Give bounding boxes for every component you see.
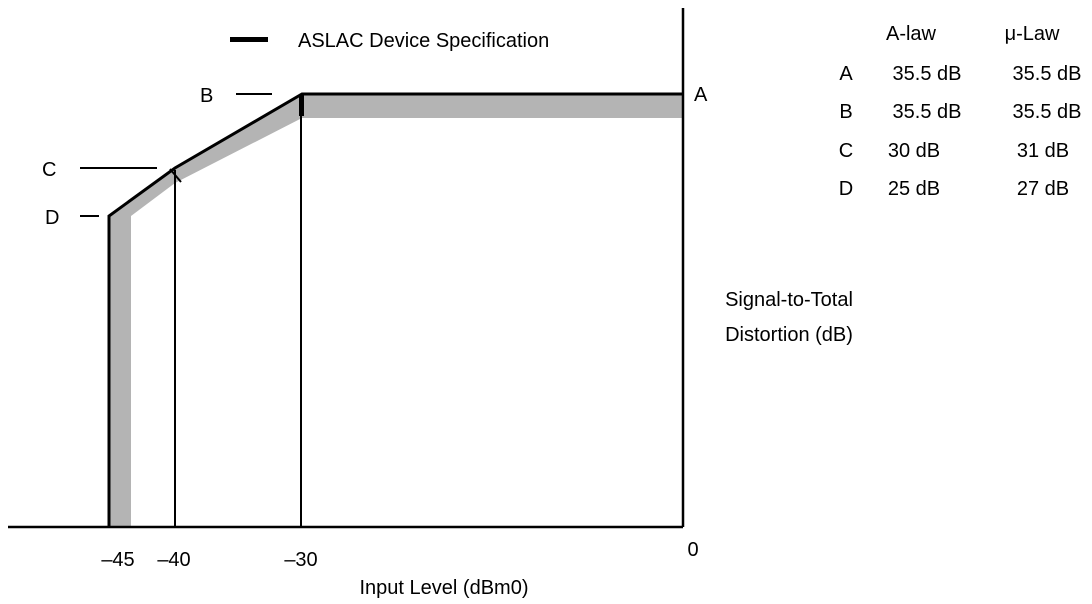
spec-band xyxy=(109,216,131,527)
table-row-label: C xyxy=(839,140,853,162)
table-cell: 35.5 dB xyxy=(893,101,962,123)
point-label-c: C xyxy=(42,159,56,181)
point-label-a: A xyxy=(694,84,708,106)
x-tick-label: –45 xyxy=(101,549,134,571)
x-tick-label: –40 xyxy=(157,549,190,571)
spec-band-slope xyxy=(109,94,302,216)
x-axis-title: Input Level (dBm0) xyxy=(360,577,529,599)
spec-table: A-law μ-Law A 35.5 dB 35.5 dB B 35.5 dB … xyxy=(839,23,1082,200)
point-label-b: B xyxy=(200,85,213,107)
table-cell: 25 dB xyxy=(888,178,940,200)
legend-swatch xyxy=(230,37,268,42)
x-tick-label: 0 xyxy=(687,539,698,561)
legend: ASLAC Device Specification xyxy=(230,30,549,52)
table-cell: 30 dB xyxy=(888,140,940,162)
spec-band-flat xyxy=(302,94,683,118)
table-cell: 27 dB xyxy=(1017,178,1069,200)
table-row-label: A xyxy=(839,63,853,85)
y-axis-title: Distortion (dB) xyxy=(725,324,853,346)
x-tick-label: –30 xyxy=(284,549,317,571)
table-header: μ-Law xyxy=(1005,23,1060,45)
legend-label: ASLAC Device Specification xyxy=(298,30,549,52)
table-cell: 35.5 dB xyxy=(893,63,962,85)
table-row-label: B xyxy=(839,101,852,123)
point-label-d: D xyxy=(45,207,59,229)
y-axis-title: Signal-to-Total xyxy=(725,289,853,311)
table-cell: 35.5 dB xyxy=(1013,63,1082,85)
table-row-label: D xyxy=(839,178,853,200)
spec-line xyxy=(107,92,683,527)
table-cell: 35.5 dB xyxy=(1013,101,1082,123)
table-header: A-law xyxy=(886,23,937,45)
table-cell: 31 dB xyxy=(1017,140,1069,162)
